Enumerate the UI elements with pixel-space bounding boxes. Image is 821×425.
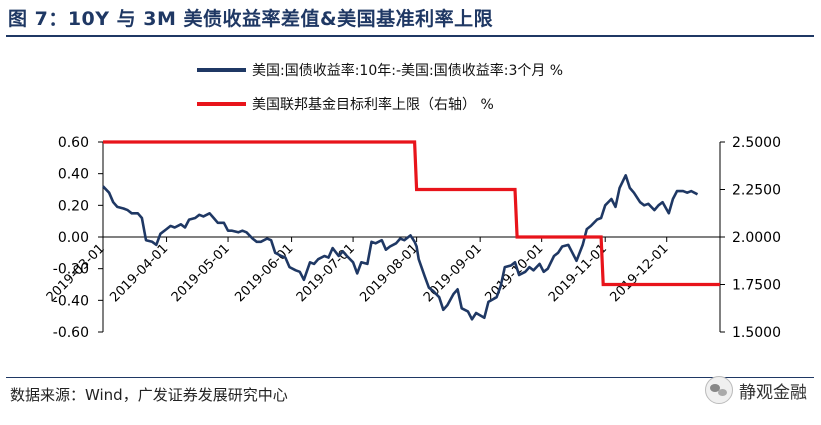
left-tick-label-0: 0.60	[58, 135, 89, 151]
x-tick-label-9: 2019-12-01	[607, 241, 671, 305]
left-tick-label-2: 0.20	[58, 198, 89, 214]
legend: 美国:国债收益率:10年:-美国:国债收益率:3个月 % 美国联邦基金目标利率上限…	[197, 62, 563, 113]
right-tick-label-3: 1.7500	[732, 278, 781, 294]
right-tick-label-4: 1.5000	[732, 325, 781, 341]
brand-name: 静观金融	[739, 382, 807, 403]
x-tick-label-5: 2019-08-01	[357, 241, 421, 305]
left-tick-label-4: -0.20	[53, 262, 89, 278]
right-tick-label-0: 2.5000	[732, 135, 781, 151]
x-tick-label-3: 2019-06-01	[232, 241, 296, 305]
right-tick-label-1: 2.2500	[732, 183, 781, 199]
wechat-icon	[705, 376, 733, 404]
x-tick-label-1: 2019-04-01	[107, 241, 171, 305]
series-line-1	[103, 140, 720, 287]
footer-rule	[6, 377, 814, 378]
legend-label-1: 美国联邦基金目标利率上限（右轴） %	[252, 96, 494, 113]
left-tick-label-3: 0.00	[58, 230, 89, 246]
left-tick-label-5: -0.40	[53, 293, 89, 309]
legend-label-0: 美国:国债收益率:10年:-美国:国债收益率:3个月 %	[252, 62, 563, 79]
left-tick-label-1: 0.40	[58, 167, 89, 183]
source-note: 数据来源：Wind，广发证券发展研究中心	[10, 386, 288, 404]
x-tick-label-7: 2019-10-01	[482, 241, 546, 305]
x-tick-label-2: 2019-05-01	[169, 241, 233, 305]
right-tick-label-2: 2.0000	[732, 230, 781, 246]
chart: 美国:国债收益率:10年:-美国:国债收益率:3个月 % 美国联邦基金目标利率上限…	[44, 62, 781, 341]
chart-title: 图 7：10Y 与 3M 美债收益率差值&美国基准利率上限	[8, 8, 494, 30]
brand-mark: 静观金融	[705, 376, 807, 404]
left-tick-label-6: -0.60	[53, 325, 89, 341]
title-rule	[6, 35, 814, 37]
series-line-0	[102, 174, 699, 321]
series-layer	[102, 140, 720, 321]
x-tick-label-4: 2019-07-01	[294, 241, 358, 305]
